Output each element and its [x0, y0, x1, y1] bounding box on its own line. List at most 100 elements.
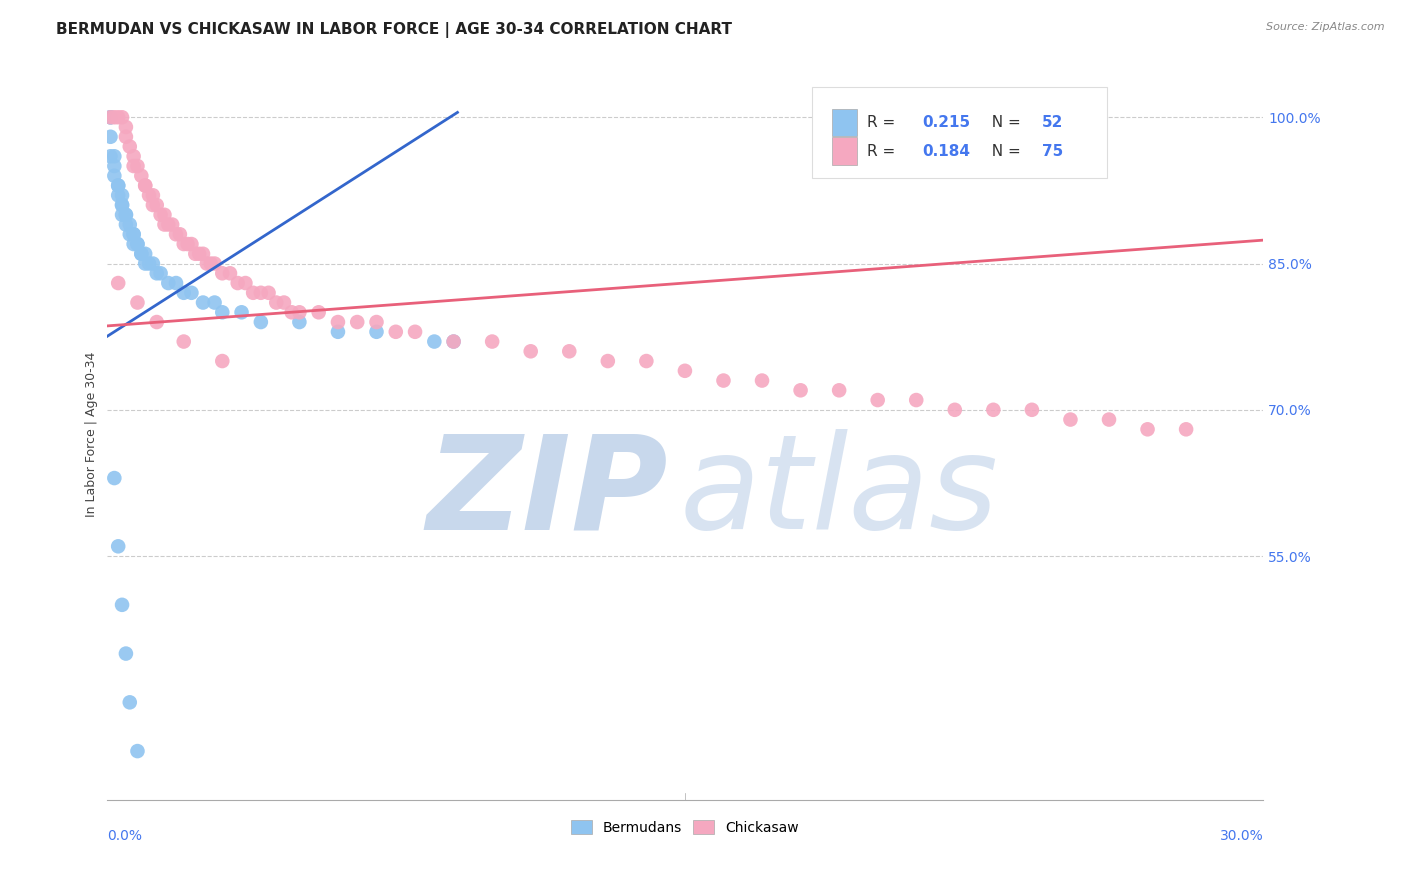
Point: [1098, 412, 1121, 426]
Point: [204, 295, 226, 310]
Point: [257, 285, 280, 300]
Point: [153, 218, 176, 232]
Point: [366, 325, 388, 339]
Text: ZIP: ZIP: [426, 429, 668, 557]
Point: [111, 198, 134, 212]
Point: [169, 227, 191, 242]
Point: [176, 237, 198, 252]
Point: [107, 178, 129, 193]
Point: [204, 256, 226, 270]
Point: [103, 169, 125, 183]
Point: [596, 354, 619, 368]
Point: [226, 276, 249, 290]
Point: [188, 247, 211, 261]
Point: [127, 295, 149, 310]
Point: [100, 129, 122, 144]
Point: [145, 266, 167, 280]
FancyBboxPatch shape: [832, 137, 858, 165]
Point: [122, 227, 145, 242]
Point: [122, 237, 145, 252]
Point: [100, 110, 122, 124]
Point: [134, 178, 156, 193]
Text: 0.0%: 0.0%: [107, 829, 142, 843]
Text: R =: R =: [866, 144, 900, 159]
Point: [118, 139, 141, 153]
Point: [165, 276, 187, 290]
Point: [943, 402, 966, 417]
Point: [100, 110, 122, 124]
Point: [118, 218, 141, 232]
Point: [1136, 422, 1159, 436]
Point: [443, 334, 465, 349]
Point: [180, 237, 202, 252]
Point: [115, 208, 138, 222]
Point: [149, 266, 172, 280]
Point: [115, 218, 138, 232]
Point: [173, 334, 195, 349]
Text: BERMUDAN VS CHICKASAW IN LABOR FORCE | AGE 30-34 CORRELATION CHART: BERMUDAN VS CHICKASAW IN LABOR FORCE | A…: [56, 22, 733, 38]
Text: 0.184: 0.184: [922, 144, 970, 159]
Point: [713, 374, 735, 388]
Point: [111, 188, 134, 202]
Point: [103, 159, 125, 173]
Point: [326, 325, 349, 339]
Point: [111, 110, 134, 124]
Point: [1175, 422, 1198, 436]
Point: [288, 305, 311, 319]
Point: [134, 247, 156, 261]
Point: [673, 364, 696, 378]
Point: [195, 256, 218, 270]
Point: [122, 159, 145, 173]
Text: N =: N =: [983, 144, 1026, 159]
Point: [481, 334, 503, 349]
Point: [115, 120, 138, 134]
Point: [211, 266, 233, 280]
Point: [103, 149, 125, 163]
Point: [134, 256, 156, 270]
Point: [131, 247, 153, 261]
Point: [250, 285, 273, 300]
Point: [211, 354, 233, 368]
Point: [200, 256, 222, 270]
Point: [115, 647, 138, 661]
Point: [828, 384, 851, 398]
Point: [142, 198, 165, 212]
Point: [111, 208, 134, 222]
Y-axis label: In Labor Force | Age 30-34: In Labor Force | Age 30-34: [86, 351, 98, 516]
Point: [127, 159, 149, 173]
Point: [308, 305, 330, 319]
Point: [191, 295, 214, 310]
Text: Source: ZipAtlas.com: Source: ZipAtlas.com: [1267, 22, 1385, 32]
Point: [180, 285, 202, 300]
Point: [100, 149, 122, 163]
Point: [107, 178, 129, 193]
Point: [142, 256, 165, 270]
Point: [636, 354, 658, 368]
Point: [404, 325, 426, 339]
Point: [280, 305, 302, 319]
Text: 30.0%: 30.0%: [1219, 829, 1263, 843]
Point: [173, 237, 195, 252]
Point: [111, 198, 134, 212]
Point: [326, 315, 349, 329]
Point: [122, 227, 145, 242]
Point: [231, 305, 253, 319]
Point: [242, 285, 264, 300]
Point: [107, 188, 129, 202]
Point: [107, 110, 129, 124]
Point: [118, 227, 141, 242]
Point: [103, 110, 125, 124]
Point: [235, 276, 257, 290]
Point: [115, 129, 138, 144]
Point: [107, 276, 129, 290]
Point: [366, 315, 388, 329]
Point: [118, 695, 141, 709]
Point: [250, 315, 273, 329]
Point: [558, 344, 581, 359]
Point: [127, 237, 149, 252]
Point: [138, 188, 160, 202]
Text: atlas: atlas: [679, 429, 998, 557]
Point: [160, 218, 183, 232]
Point: [264, 295, 287, 310]
Point: [145, 315, 167, 329]
